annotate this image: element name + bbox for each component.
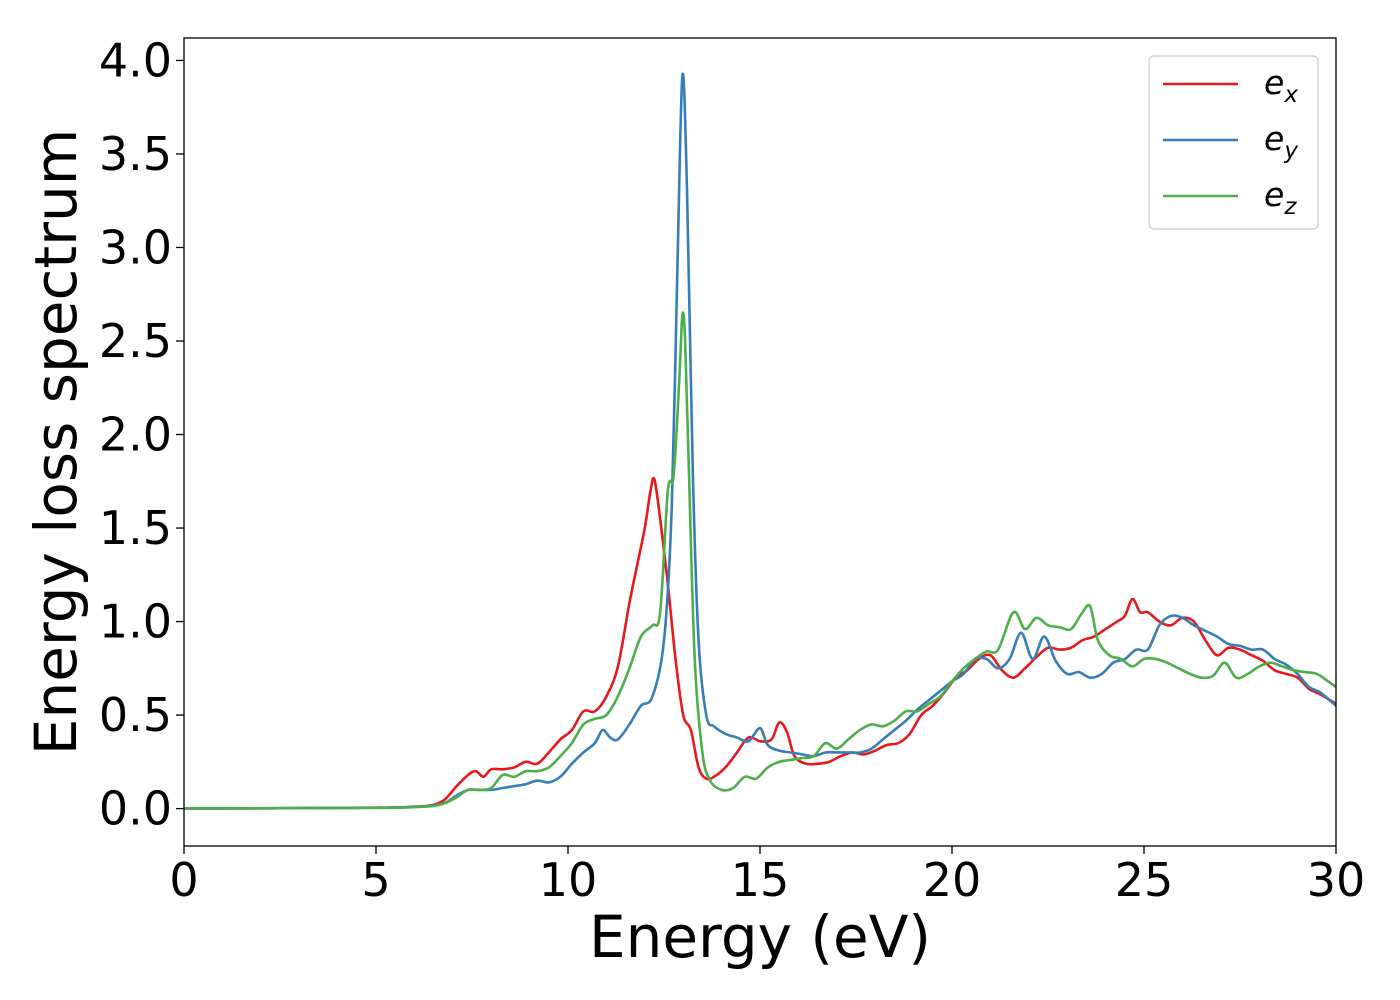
x-axis-title: Energy (eV) bbox=[589, 903, 931, 971]
y-tick-label: 1.0 bbox=[99, 595, 172, 649]
x-tick-label: 20 bbox=[923, 853, 982, 907]
x-tick-label: 30 bbox=[1307, 853, 1366, 907]
y-tick-label: 3.5 bbox=[99, 127, 172, 181]
x-tick-label: 5 bbox=[361, 853, 390, 907]
series-line-x bbox=[183, 476, 1337, 810]
legend-box bbox=[1148, 55, 1319, 230]
legend-label-y: ey bbox=[1264, 119, 1298, 164]
series-line-z bbox=[183, 311, 1337, 810]
y-tick-label: 2.5 bbox=[99, 314, 172, 368]
y-tick-label: 1.5 bbox=[99, 501, 172, 555]
y-tick-label: 3.0 bbox=[99, 220, 172, 274]
x-tick-label: 25 bbox=[1115, 853, 1174, 907]
x-tick-label: 0 bbox=[169, 853, 198, 907]
plot-background bbox=[184, 38, 1336, 846]
x-tick-label: 10 bbox=[539, 853, 598, 907]
y-tick-label: 0.0 bbox=[99, 782, 172, 836]
y-tick-label: 2.0 bbox=[99, 408, 172, 462]
series-layer bbox=[183, 72, 1337, 810]
y-tick-label: 4.0 bbox=[99, 33, 172, 87]
y-axis-title: Energy loss spectrum bbox=[22, 129, 90, 755]
y-tick-label: 0.5 bbox=[99, 688, 172, 742]
x-tick-label: 15 bbox=[731, 853, 790, 907]
x-axis: 0 5 10 15 20 25 30 bbox=[169, 846, 1365, 907]
y-axis: 0.0 0.5 1.0 1.5 2.0 2.5 3.0 3.5 4.0 bbox=[99, 33, 184, 836]
